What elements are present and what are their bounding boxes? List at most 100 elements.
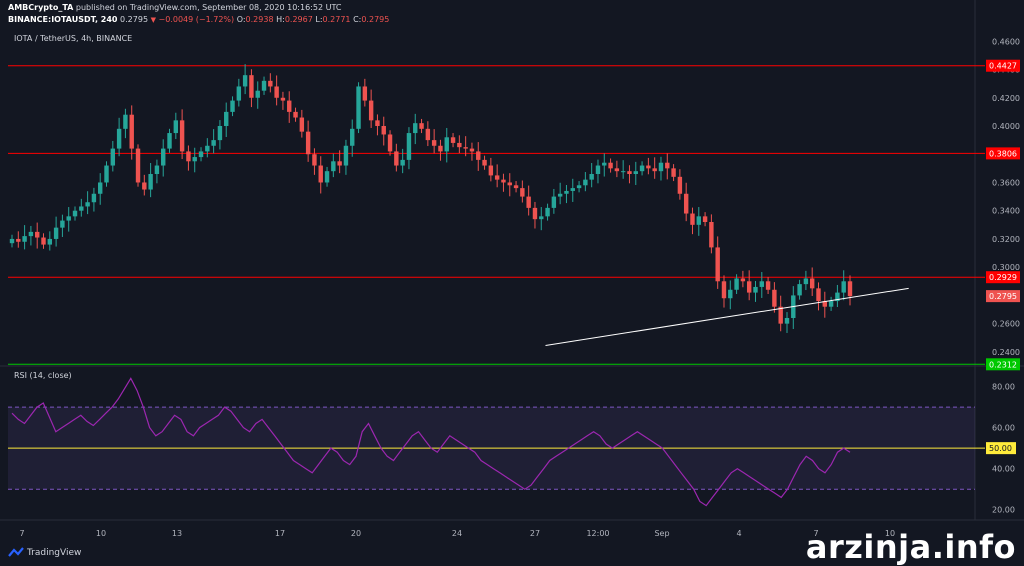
candle-body — [520, 188, 525, 197]
candle-body — [501, 179, 506, 183]
candle-body — [211, 140, 216, 146]
candle-body — [658, 162, 664, 172]
candle-body — [148, 174, 153, 190]
candle-body — [318, 165, 323, 183]
candle-body — [394, 151, 399, 166]
time-tick-label: 10 — [96, 529, 106, 538]
candle-body — [135, 148, 141, 183]
candle-body — [671, 168, 676, 177]
level-tag — [986, 358, 1020, 371]
candle-body — [324, 171, 330, 183]
candle-body — [652, 168, 657, 172]
high-label: H: — [276, 15, 285, 24]
candle-body — [413, 123, 418, 134]
close-value: 0.2795 — [361, 15, 390, 24]
time-tick-label: 27 — [530, 529, 540, 538]
candle-body — [312, 154, 317, 166]
candle-body — [173, 120, 179, 134]
rsi-tick-label: 40.00 — [992, 465, 1015, 474]
candle-body — [545, 207, 550, 217]
time-tick-label: Sep — [654, 529, 669, 538]
price-tick-label: 0.4600 — [992, 37, 1020, 46]
rsi-indicator-label[interactable]: RSI (14, close) — [14, 371, 72, 380]
candle-body — [343, 145, 349, 166]
candle-body — [620, 171, 626, 173]
time-tick-label: 4 — [736, 529, 741, 538]
low-value: 0.2771 — [322, 15, 351, 24]
tradingview-brand[interactable]: TradingView — [8, 547, 81, 559]
candle-body — [665, 162, 670, 169]
time-tick-label: 24 — [452, 529, 462, 538]
candle-body — [438, 145, 443, 152]
candle-body — [507, 182, 512, 186]
candle-body — [627, 171, 632, 174]
candle-body — [41, 237, 46, 245]
tradingview-logo-icon — [8, 547, 24, 557]
candle-body — [129, 114, 134, 149]
symbol-interval: BINANCE:IOTAUSDT, 240 — [8, 15, 118, 24]
level-tag-label: 0.2312 — [989, 360, 1017, 369]
level-tag — [986, 59, 1020, 72]
candle-body — [589, 174, 594, 180]
time-tick-label: 20 — [351, 529, 361, 538]
candle-body — [350, 128, 355, 146]
rsi-mid-tag — [986, 442, 1016, 455]
rsi-tick-label: 60.00 — [992, 424, 1015, 433]
low-label: L: — [315, 15, 323, 24]
candle-body — [715, 247, 720, 282]
candle-body — [639, 165, 645, 172]
candle-body — [753, 286, 758, 293]
candle-body — [375, 120, 380, 126]
candle-body — [72, 210, 78, 217]
price-tick-label: 0.2600 — [992, 320, 1020, 329]
candle-body — [85, 202, 90, 207]
time-tick-label: 13 — [172, 529, 182, 538]
level-tag — [986, 147, 1020, 160]
candle-body — [539, 216, 544, 220]
time-tick-label: 12:00 — [586, 529, 609, 538]
candle-body — [362, 86, 368, 101]
candle-body — [387, 134, 393, 152]
candle-body — [469, 148, 475, 152]
candle-body — [34, 231, 40, 238]
candle-body — [368, 100, 374, 121]
candle-body — [709, 222, 714, 248]
symbol-label: IOTA / TetherUS, 4h, BINANCE — [14, 34, 133, 43]
price-tick-label: 0.3000 — [992, 263, 1020, 272]
candle-body — [268, 80, 273, 87]
candle-body — [728, 289, 733, 299]
down-arrow-icon: ▼ — [150, 16, 156, 24]
candle-body — [161, 148, 166, 166]
rsi-line — [11, 377, 851, 507]
level-tag-label: 0.4427 — [989, 62, 1017, 71]
candle-body — [450, 137, 456, 143]
candle-body — [564, 190, 569, 194]
candle-body — [236, 86, 242, 101]
candle-body — [356, 86, 361, 129]
candle-body — [816, 288, 821, 302]
candle-body — [608, 162, 613, 169]
close-label: C: — [353, 15, 362, 24]
author-name[interactable]: AMBCrypto_TA — [8, 3, 74, 12]
candle-body — [66, 216, 71, 221]
price-change: −0.0049 (−1.72%) — [158, 15, 235, 24]
candle-body — [305, 131, 311, 155]
candle-body — [337, 161, 342, 166]
brand-text: TradingView — [27, 548, 82, 558]
price-tick-label: 0.2400 — [992, 348, 1020, 357]
price-tick-label: 0.3200 — [992, 235, 1020, 244]
candle-body — [406, 133, 412, 160]
candle-body — [217, 126, 223, 141]
rsi-mid-label: 50.00 — [989, 444, 1012, 453]
candle-body — [47, 238, 53, 245]
rsi-tick-label: 20.00 — [992, 506, 1015, 515]
rsi-tick-label: 80.00 — [992, 383, 1015, 392]
candle-body — [299, 117, 305, 132]
level-tag-label: 0.3806 — [989, 149, 1017, 158]
site-watermark: arzinja.info — [805, 528, 1016, 566]
candle-body — [293, 111, 298, 118]
candle-body — [280, 97, 286, 101]
last-price-label: 0.2795 — [989, 292, 1017, 301]
candle-body — [9, 238, 15, 244]
